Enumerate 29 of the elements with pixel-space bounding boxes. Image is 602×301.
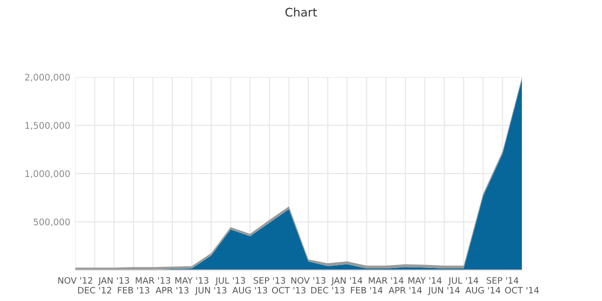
x-tick-label: AUG '13 — [232, 286, 268, 294]
x-tick-label: APR '13 — [156, 286, 188, 294]
y-tick-label: 1,500,000 — [25, 122, 70, 130]
x-tick-label: MAY '14 — [408, 277, 442, 284]
y-tick-label: 1,000,000 — [25, 170, 70, 178]
x-tick-label: MAR '14 — [368, 277, 404, 284]
x-tick-label: JUN '14 — [428, 287, 460, 296]
x-tick-label: JUL '14 — [448, 277, 478, 286]
x-tick-label: NOV '13 — [291, 277, 326, 284]
y-tick-label: 2,000,000 — [25, 74, 70, 82]
x-tick-label: MAR '13 — [136, 277, 170, 284]
x-tick-label: OCT '14 — [505, 286, 539, 294]
x-tick-label: DEC '13 — [311, 286, 344, 294]
x-tick-label: JUL '13 — [215, 277, 246, 286]
x-tick-label: DEC '12 — [78, 286, 112, 294]
x-tick-label: JAN '13 — [98, 277, 130, 286]
y-tick-label: 500,000 — [34, 218, 70, 226]
x-tick-label: NOV '12 — [58, 277, 92, 284]
x-tick-label: MAY '13 — [175, 277, 208, 284]
x-tick-label: APR '14 — [388, 287, 422, 294]
x-tick-label: AUG '14 — [465, 286, 500, 294]
x-tick-label: FEB '13 — [118, 286, 150, 294]
x-tick-label: SEP '14 — [486, 277, 518, 284]
x-tick-label: SEP '13 — [254, 277, 286, 284]
x-tick-label: FEB '14 — [350, 287, 383, 294]
x-tick-label: JAN '14 — [331, 277, 362, 286]
x-tick-label: JUN '13 — [194, 286, 226, 296]
x-tick-label: OCT '13 — [272, 286, 306, 294]
chart-title: Chart — [285, 8, 317, 17]
